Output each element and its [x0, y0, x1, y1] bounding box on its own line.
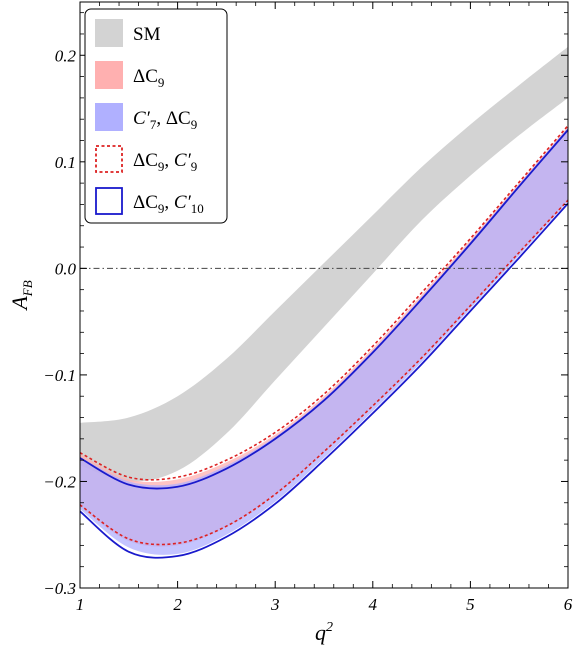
legend-label-main: SM	[133, 24, 161, 45]
band-fill-2	[80, 127, 568, 555]
band-upper-edge-4	[79, 129, 569, 490]
legend-label-main: C′	[133, 108, 151, 129]
legend-swatch	[95, 61, 123, 89]
legend-label-main: ΔC	[133, 150, 158, 171]
y-axis-title: AFB	[7, 280, 35, 311]
legend-label-comma: ,	[164, 192, 174, 213]
x-tick-label: 3	[270, 595, 280, 614]
legend-label-comma: ,	[164, 150, 174, 171]
band-fill-0	[80, 46, 568, 482]
y-tick-label: −0.1	[43, 366, 76, 385]
x-tick-label: 6	[564, 595, 573, 614]
y-tick-label: 0.1	[55, 153, 76, 172]
legend-label-sub: 9	[158, 159, 165, 174]
legend-label-suffix: ΔC	[166, 108, 191, 129]
legend-label-sub: 9	[158, 201, 165, 216]
band-layer	[79, 46, 569, 559]
x-tick-label: 4	[369, 595, 378, 614]
x-tick-label: 2	[173, 595, 182, 614]
legend-entry-1: ΔC9	[95, 61, 164, 90]
legend-label: ΔC9, C′10	[133, 192, 204, 216]
legend-swatch	[95, 103, 123, 131]
legend-swatch	[95, 187, 123, 215]
plot-frame	[79, 1, 569, 589]
legend-entry-3: ΔC9, C′9	[95, 145, 197, 174]
legend-swatch	[95, 145, 123, 173]
legend-label: C′7, ΔC9	[133, 108, 197, 132]
legend-label-main: ΔC	[133, 192, 158, 213]
legend-label-suffix-sub: 9	[191, 117, 198, 132]
x-axis-title: q2	[315, 620, 333, 645]
band-lower-edge-4	[79, 202, 569, 559]
legend-label-suffix: C′	[174, 192, 192, 213]
y-axis-title-sub: FB	[20, 280, 35, 297]
series-band-4	[79, 129, 569, 559]
legend-label: SM	[133, 24, 161, 45]
band-upper-edge-3	[79, 125, 569, 481]
legend-entry-2: C′7, ΔC9	[95, 103, 197, 132]
legend-label-suffix-sub: 9	[191, 159, 198, 174]
legend-label-suffix-sub: 10	[191, 201, 204, 216]
legend-label-comma: ,	[156, 108, 166, 129]
legend-entry-0: SM	[95, 19, 161, 47]
y-tick-label: −0.3	[43, 579, 76, 598]
legend-swatch	[95, 19, 123, 47]
legend-entry-4: ΔC9, C′10	[95, 187, 204, 216]
series-band-0	[80, 46, 568, 482]
x-axis-title-sup: 2	[326, 620, 333, 635]
y-tick-label: 0.2	[55, 46, 77, 65]
legend-label-sub: 7	[150, 117, 157, 132]
legend-label-sub: 9	[158, 75, 165, 90]
y-tick-label: 0.0	[55, 259, 77, 278]
legend-label: ΔC9, C′9	[133, 150, 197, 174]
legend-label-suffix: C′	[174, 150, 192, 171]
band-lower-edge-3	[79, 199, 569, 546]
series-band-2	[80, 127, 568, 555]
y-tick-label: −0.2	[43, 472, 76, 491]
x-tick-label: 5	[466, 595, 475, 614]
plot-border	[79, 1, 569, 589]
x-tick-label: 1	[76, 595, 85, 614]
tick-layer: 1 2 3 4 5 6 −0.3 −0.2 −0.1 0.0 0.1 0.2	[43, 2, 573, 614]
series-band-3	[79, 125, 569, 546]
legend-label: ΔC9	[133, 66, 164, 90]
legend-label-main: ΔC	[133, 66, 158, 87]
